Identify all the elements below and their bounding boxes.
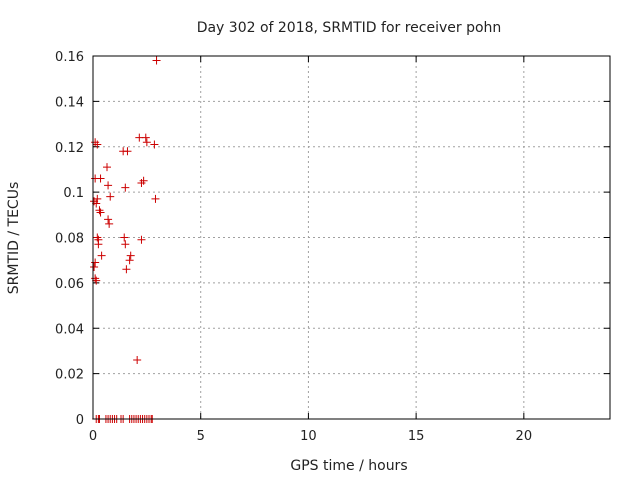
data-point (96, 208, 105, 217)
y-axis-label: SRMTID / TECUs (6, 182, 22, 295)
data-point (105, 219, 114, 228)
data-point (94, 240, 103, 249)
data-point (122, 265, 131, 274)
data-point (106, 192, 115, 201)
data-point (137, 235, 146, 244)
data-point (103, 163, 112, 172)
y-tick-label: 0.08 (55, 232, 84, 247)
y-tick-label: 0 (76, 413, 84, 428)
y-tick-label: 0.14 (55, 95, 84, 110)
data-point (92, 199, 101, 208)
data-point (126, 251, 135, 260)
y-tick-label: 0.12 (55, 141, 84, 156)
y-tick-label: 0.1 (63, 186, 84, 201)
data-point (93, 194, 102, 203)
data-point (121, 240, 130, 249)
y-tick-label: 0.06 (55, 277, 84, 292)
data-point (91, 258, 100, 267)
data-point (93, 233, 102, 242)
x-tick-label: 15 (408, 429, 425, 444)
data-point (91, 274, 100, 283)
data-point (91, 138, 100, 147)
data-point (97, 251, 106, 260)
data-point (151, 194, 160, 203)
data-point (139, 176, 148, 185)
data-point (120, 233, 129, 242)
x-tick-label: 0 (89, 429, 97, 444)
plot-frame (92, 55, 611, 420)
data-point (96, 174, 105, 183)
data-point (93, 140, 102, 149)
data-point (123, 147, 132, 156)
y-tick-label: 0.04 (55, 322, 84, 337)
data-point (125, 256, 134, 265)
data-point (137, 179, 146, 188)
y-tick-label: 0.16 (55, 50, 84, 65)
x-tick-label: 20 (516, 429, 533, 444)
data-point (121, 183, 130, 192)
data-point (92, 276, 101, 285)
x-tick-label: 10 (300, 429, 317, 444)
data-point (142, 138, 151, 147)
data-point (150, 140, 159, 149)
x-axis-label: GPS time / hours (290, 458, 407, 474)
data-point (152, 56, 161, 65)
data-point (90, 262, 99, 271)
data-point (141, 133, 150, 142)
data-point (95, 206, 104, 215)
chart-title: Day 302 of 2018, SRMTID for receiver poh… (197, 20, 502, 36)
data-points (90, 56, 161, 423)
x-tick-label: 5 (197, 429, 205, 444)
data-point (133, 356, 142, 365)
grid-layer (93, 56, 610, 419)
data-point (104, 181, 113, 190)
data-point (104, 215, 113, 224)
y-tick-label: 0.02 (55, 368, 84, 383)
tick-layer: 0 0.02 0.04 0.06 0.08 0.1 0.12 0.14 0.16 0 5 10 15 20 (55, 50, 610, 444)
